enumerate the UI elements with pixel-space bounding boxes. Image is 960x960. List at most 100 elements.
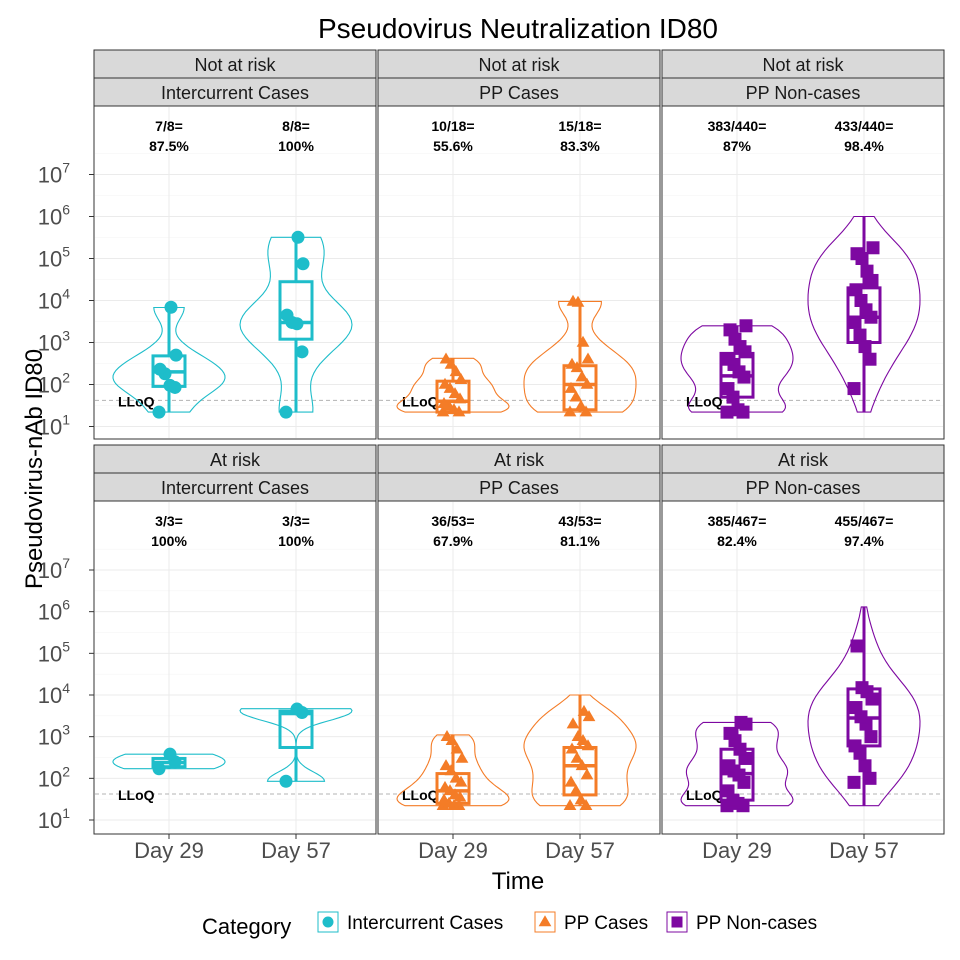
row-strip: [93, 49, 377, 79]
data-point: [575, 759, 589, 771]
percent-annotation: 87.5%: [149, 138, 189, 154]
col-strip: [661, 472, 945, 502]
y-tick-base: 10: [38, 683, 62, 708]
percent-annotation: 81.1%: [560, 533, 600, 549]
violin-group: 383/440= 87%: [680, 118, 794, 419]
data-point: [863, 352, 877, 366]
lloq-label: LLoQ: [118, 787, 155, 803]
data-point: [849, 701, 863, 715]
data-point: [440, 729, 454, 741]
violin-outline: [112, 306, 226, 413]
data-point: [849, 283, 863, 297]
violin-outline: [239, 236, 353, 413]
data-point: [575, 370, 589, 382]
y-tick-base: 10: [38, 558, 62, 583]
data-point: [290, 702, 304, 716]
facet-panel: Not at risk PP Non-cases LLoQ 383/440= 87% 43…: [661, 49, 945, 440]
data-point: [858, 759, 872, 773]
percent-annotation: 55.6%: [433, 138, 473, 154]
data-point: [455, 751, 469, 763]
panel-background: [93, 105, 377, 440]
data-point: [854, 294, 868, 307]
row-strip-label: Not at risk: [762, 55, 844, 75]
data-point: [721, 382, 735, 396]
x-tick-label: Day 57: [829, 838, 899, 863]
lloq-label: LLoQ: [118, 393, 155, 409]
data-point: [850, 639, 864, 653]
data-point: [739, 319, 753, 333]
x-tick-label: Day 29: [702, 838, 772, 863]
y-tick-exponent: 7: [62, 160, 70, 176]
data-point: [581, 352, 595, 364]
row-strip: [377, 444, 661, 474]
data-point: [580, 768, 594, 780]
data-point: [720, 405, 734, 419]
data-point: [866, 241, 880, 255]
y-tick-label: 107: [38, 555, 70, 583]
col-strip-label: PP Cases: [479, 478, 559, 498]
data-point: [564, 775, 578, 787]
y-tick-base: 10: [38, 331, 62, 356]
count-annotation: 7/8=: [155, 118, 183, 134]
data-point: [570, 751, 584, 763]
percent-annotation: 100%: [151, 533, 187, 549]
data-point: [454, 373, 468, 385]
y-tick-base: 10: [38, 163, 62, 188]
violin-outline: [680, 325, 794, 413]
percent-annotation: 67.9%: [433, 533, 473, 549]
legend-key-symbol: [322, 916, 334, 928]
row-strip-label: At risk: [778, 450, 829, 470]
data-point: [848, 739, 862, 753]
row-strip-label: Not at risk: [194, 55, 276, 75]
violin-group: 455/467= 97.4%: [807, 513, 921, 807]
facet-panels: Not at risk Intercurrent Cases LLoQ 7/8= 87.…: [93, 49, 945, 835]
data-point: [563, 405, 577, 417]
lloq-label: LLoQ: [686, 787, 723, 803]
panel-background: [377, 105, 661, 440]
violin-group: 7/8= 87.5%: [112, 118, 226, 419]
y-tick-label: 104: [38, 286, 70, 314]
violin-outline: [523, 694, 637, 807]
data-point: [449, 771, 463, 783]
y-tick-base: 10: [38, 725, 62, 750]
box: [278, 280, 314, 341]
col-strip: [93, 77, 377, 107]
data-point: [437, 793, 451, 805]
data-point: [864, 730, 878, 744]
count-annotation: 383/440=: [708, 118, 767, 134]
data-point: [721, 784, 735, 798]
y-tick-label: 106: [38, 597, 70, 625]
data-point: [153, 362, 167, 376]
col-strip: [377, 77, 661, 107]
violin-group: 15/18= 83.3%: [523, 118, 637, 417]
data-point: [723, 323, 737, 337]
data-point: [565, 742, 579, 754]
percent-annotation: 100%: [278, 138, 314, 154]
percent-annotation: 97.4%: [844, 533, 884, 549]
y-tick-label: 102: [38, 763, 70, 791]
data-point: [296, 257, 310, 271]
legend-label: Intercurrent Cases: [347, 913, 503, 934]
data-point: [569, 784, 583, 796]
data-point: [574, 399, 588, 411]
violin-group: 433/440= 98.4%: [807, 118, 921, 413]
data-point: [722, 352, 736, 366]
data-point: [853, 328, 867, 342]
data-point: [163, 378, 177, 392]
violin-group: 10/18= 55.6%: [396, 118, 510, 417]
lloq-label: LLoQ: [402, 787, 439, 803]
y-tick-base: 10: [38, 600, 62, 625]
violin-outline: [523, 300, 637, 413]
data-point: [577, 704, 591, 716]
data-point: [569, 390, 583, 402]
data-point: [579, 799, 593, 811]
percent-annotation: 83.3%: [560, 138, 600, 154]
y-tick-base: 10: [38, 373, 62, 398]
y-tick-exponent: 5: [62, 244, 70, 260]
data-point: [565, 357, 579, 369]
y-tick-base: 10: [38, 247, 62, 272]
y-tick-label: 105: [38, 244, 70, 272]
percent-annotation: 87%: [723, 138, 752, 154]
panel-background: [377, 500, 661, 835]
